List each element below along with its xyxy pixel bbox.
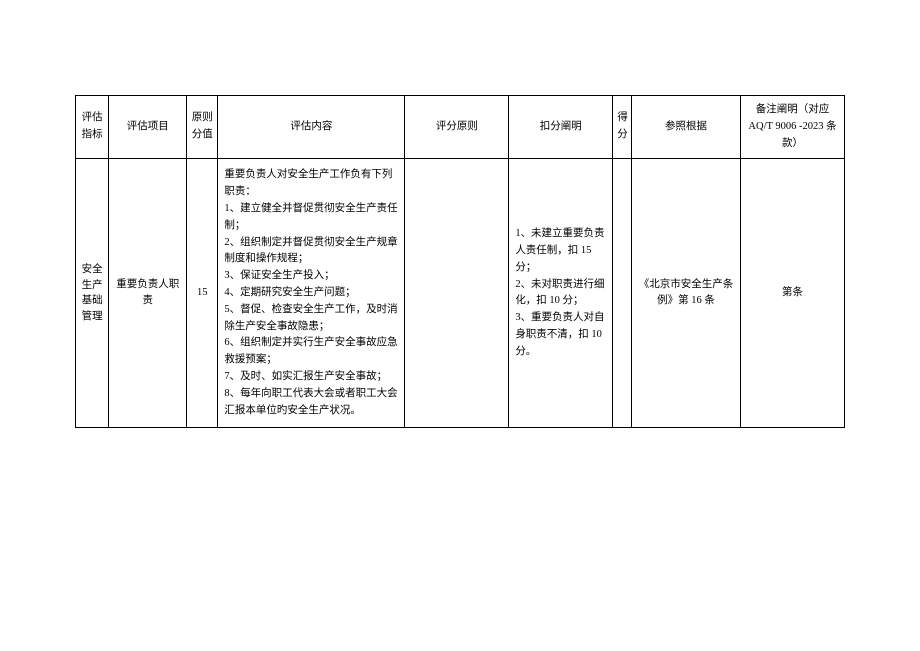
cell-item: 重要负责人职责 xyxy=(109,159,187,428)
cell-indicator: 安全生产基础管理 xyxy=(76,159,109,428)
header-deduct: 扣分阐明 xyxy=(509,96,613,159)
header-criteria: 评分原则 xyxy=(405,96,509,159)
table-row: 安全生产基础管理 重要负责人职责 15 重要负责人对安全生产工作负有下列职责： … xyxy=(76,159,845,428)
header-note: 备注阐明（对应 AQ/T 9006 -2023 条款） xyxy=(741,96,845,159)
cell-max-score: 15 xyxy=(187,159,218,428)
cell-basis: 《北京市安全生产条例》第 16 条 xyxy=(631,159,740,428)
header-actual: 得分 xyxy=(613,96,632,159)
cell-content: 重要负责人对安全生产工作负有下列职责： 1、建立健全并督促贯彻安全生产责任制； … xyxy=(218,159,405,428)
header-content: 评估内容 xyxy=(218,96,405,159)
header-row: 评估指标 评估项目 原则分值 评估内容 评分原则 扣分阐明 得分 参照根据 备注… xyxy=(76,96,845,159)
header-max-score: 原则分值 xyxy=(187,96,218,159)
header-indicator: 评估指标 xyxy=(76,96,109,159)
header-basis: 参照根据 xyxy=(631,96,740,159)
cell-criteria xyxy=(405,159,509,428)
cell-actual xyxy=(613,159,632,428)
cell-deduct: 1、未建立重要负责人责任制，扣 15 分； 2、未对职责进行细化，扣 10 分；… xyxy=(509,159,613,428)
assessment-table: 评估指标 评估项目 原则分值 评估内容 评分原则 扣分阐明 得分 参照根据 备注… xyxy=(75,95,845,428)
header-item: 评估项目 xyxy=(109,96,187,159)
cell-note: 第条 xyxy=(741,159,845,428)
